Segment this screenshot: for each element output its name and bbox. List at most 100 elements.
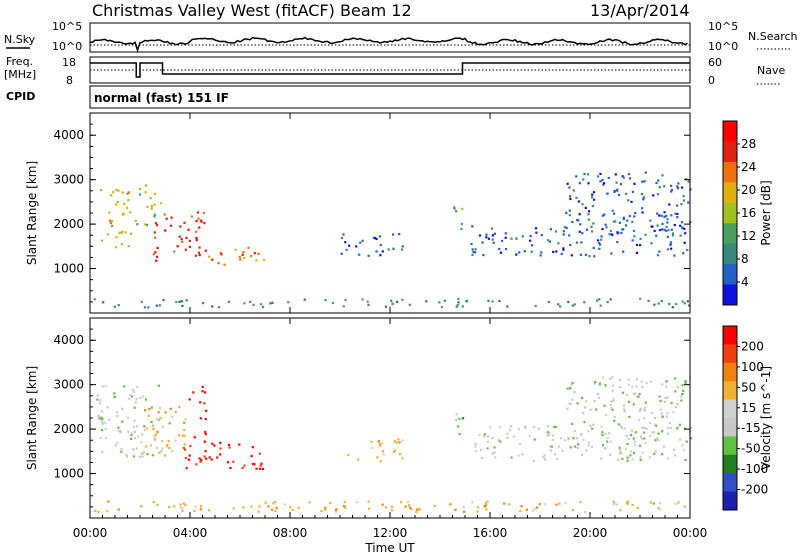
power-cell — [457, 301, 460, 304]
power-cell — [491, 300, 494, 303]
velocity-cell — [251, 462, 255, 466]
velocity-cell — [653, 452, 656, 455]
velocity-cell — [204, 433, 207, 436]
velocity-cell — [574, 445, 577, 448]
power-cell — [345, 248, 348, 251]
velocity-cell — [629, 454, 632, 457]
power-cell — [340, 236, 344, 240]
velocity-cell — [204, 391, 207, 394]
velocity-cell — [161, 440, 164, 443]
velocity-cell — [589, 424, 592, 427]
power-cell — [625, 224, 628, 227]
velocity-cell — [259, 464, 262, 467]
velocity-cell — [659, 399, 662, 402]
velocity-cell — [674, 390, 677, 393]
velocity-cell — [154, 438, 157, 441]
power-cell — [515, 253, 518, 256]
velocity-colorbar-segment — [723, 381, 737, 401]
velocity-cell — [260, 462, 263, 465]
power-cell — [253, 252, 256, 255]
power-cell — [592, 222, 595, 225]
power-cell — [603, 213, 606, 216]
power-cell — [566, 182, 569, 185]
velocity-cell — [143, 425, 146, 428]
power-cell — [569, 195, 572, 198]
power-cell — [578, 213, 581, 216]
velocity-cell — [606, 440, 609, 443]
velocity-cell — [525, 508, 528, 511]
power-cell — [667, 229, 670, 232]
velocity-cell — [133, 419, 136, 422]
velocity-cell — [639, 458, 642, 461]
velocity-cell — [335, 510, 338, 513]
velocity-cell — [101, 385, 104, 388]
velocity-cell — [132, 425, 135, 429]
velocity-cell — [632, 437, 635, 440]
velocity-cell — [476, 506, 480, 509]
power-cell — [670, 241, 673, 244]
velocity-cell — [483, 433, 487, 436]
power-cell — [195, 230, 198, 233]
velocity-cell — [681, 384, 684, 387]
x-tick-label: 20:00 — [573, 526, 608, 540]
velocity-cell — [203, 440, 206, 443]
velocity-cell — [600, 457, 603, 460]
power-colorbar-tick-label: 16 — [741, 206, 756, 220]
velocity-cell — [156, 503, 159, 506]
power-cell — [657, 302, 660, 305]
power-cell — [657, 179, 660, 182]
power-cell — [587, 182, 590, 185]
power-cell — [600, 238, 603, 241]
power-cell — [687, 304, 691, 307]
velocity-cell — [133, 430, 136, 433]
power-cell — [155, 224, 159, 227]
cpid-text: normal (fast) 151 IF — [94, 91, 229, 105]
velocity-cell — [378, 443, 382, 446]
velocity-cell — [606, 436, 609, 439]
velocity-cell — [129, 394, 132, 397]
power-cell — [125, 206, 129, 209]
power-cell — [260, 303, 263, 306]
velocity-cell — [587, 430, 590, 433]
power-cell — [549, 228, 552, 231]
power-cell — [153, 192, 156, 195]
power-cell — [127, 199, 130, 202]
x-axis-label: Time UT — [364, 541, 415, 554]
nave-tick-bottom: 0 — [708, 74, 715, 87]
velocity-cell — [131, 389, 134, 392]
power-cell — [647, 299, 650, 302]
velocity-cell — [548, 433, 551, 436]
power-cell — [673, 254, 676, 257]
power-ylabel: Slant Range [km] — [25, 161, 39, 265]
beam-label: Beam 12 — [340, 1, 412, 20]
power-cell — [481, 241, 484, 244]
power-cell — [567, 300, 570, 304]
velocity-cell — [626, 456, 629, 459]
velocity-cell — [564, 501, 567, 505]
power-cell — [666, 221, 669, 224]
power-cell — [523, 250, 526, 253]
power-cell — [118, 231, 121, 235]
power-cell — [599, 243, 602, 246]
velocity-cell — [561, 449, 564, 452]
velocity-cell — [499, 440, 502, 443]
velocity-cell — [664, 396, 667, 399]
power-cell — [156, 255, 159, 258]
velocity-cell — [641, 386, 644, 389]
power-cell — [455, 210, 458, 213]
power-cell — [612, 220, 615, 223]
velocity-cell — [613, 419, 616, 422]
power-cell — [580, 241, 583, 244]
velocity-cell — [132, 448, 135, 451]
power-cell — [650, 242, 653, 245]
velocity-cell — [127, 430, 130, 433]
power-cell — [671, 232, 674, 235]
power-colorbar-segment — [723, 243, 737, 265]
velocity-cell — [219, 447, 222, 450]
power-cell — [659, 229, 662, 232]
velocity-cell — [184, 448, 187, 451]
velocity-cell — [205, 409, 208, 412]
power-cell — [470, 242, 473, 246]
power-cell — [665, 229, 668, 232]
power-colorbar-segment — [723, 202, 737, 224]
